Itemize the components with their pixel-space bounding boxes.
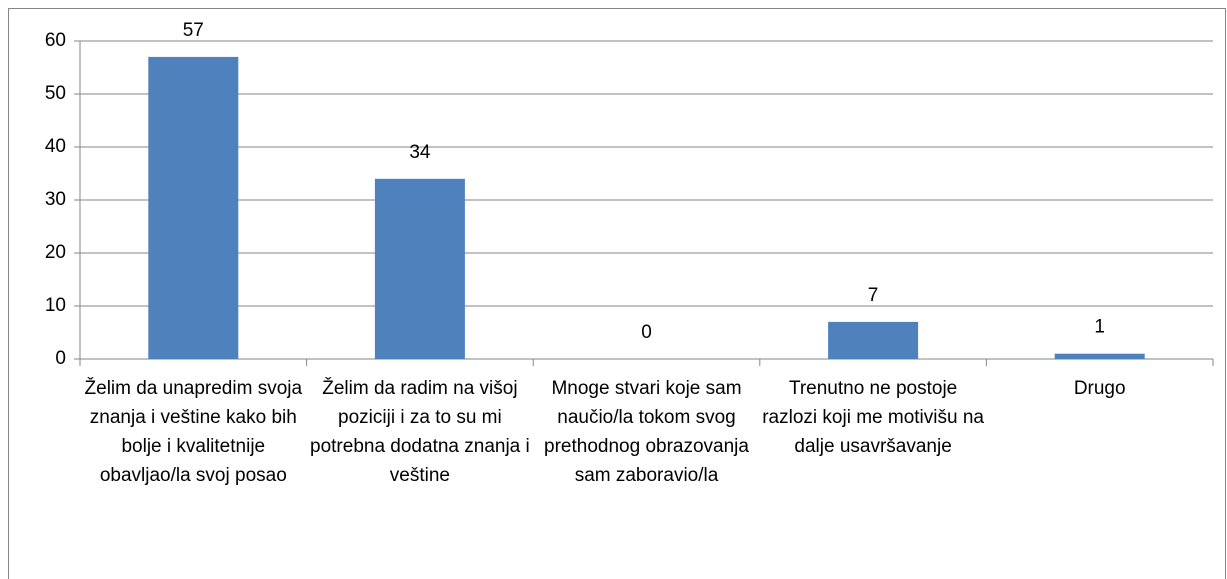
y-tick-label: 30 — [45, 189, 66, 210]
data-label: 1 — [1094, 317, 1105, 338]
bar — [148, 56, 239, 360]
y-tick-label: 10 — [45, 295, 66, 316]
bar — [1054, 353, 1145, 359]
y-tick-label: 40 — [45, 136, 66, 157]
chart-border — [8, 8, 1226, 579]
x-tick-label: Trenutno ne postoje razlozi koji me moti… — [762, 378, 984, 457]
x-tick-label: Želim da unapredim svoja znanja i veštin… — [84, 378, 303, 486]
data-label: 0 — [641, 322, 652, 343]
data-label: 34 — [409, 142, 431, 163]
y-tick-label: 60 — [45, 30, 66, 51]
bar — [828, 321, 919, 359]
data-label: 57 — [183, 20, 204, 41]
x-tick-label: Mnoge stvari koje sam naučio/la tokom sv… — [544, 378, 749, 486]
y-tick-label: 20 — [45, 242, 66, 263]
bar — [374, 178, 465, 359]
x-tick-label: Želim da radim na višoj poziciji i za to… — [310, 378, 530, 486]
y-tick-label: 0 — [55, 348, 66, 369]
data-label: 7 — [868, 285, 879, 306]
x-tick-label: Drugo — [1073, 378, 1126, 399]
y-tick-label: 50 — [45, 83, 66, 104]
